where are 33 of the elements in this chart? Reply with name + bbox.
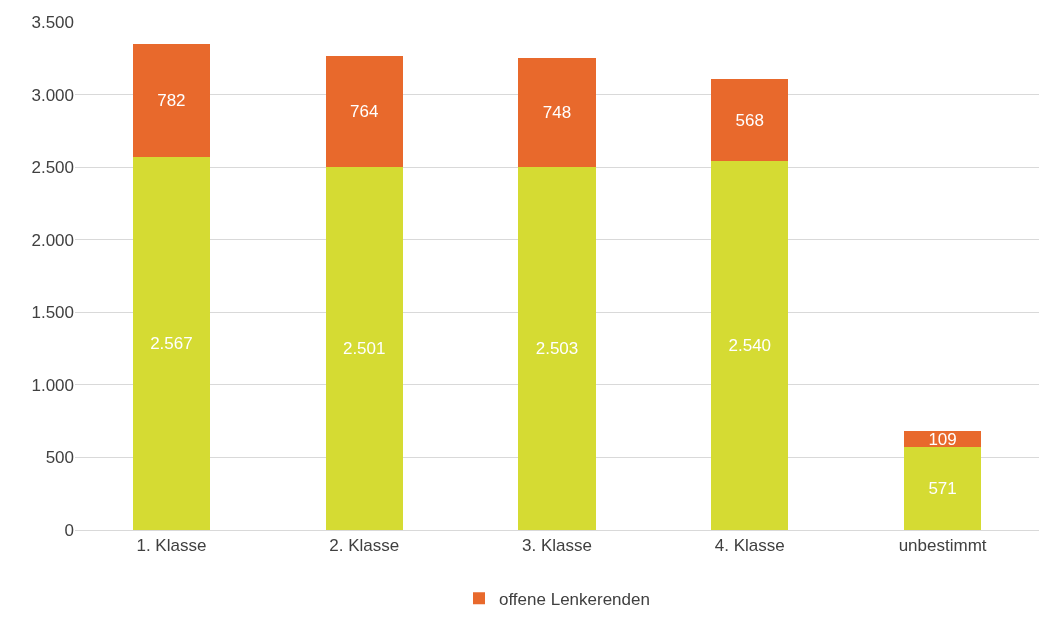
y-tick-label: 3.500 [31,12,74,32]
y-tick-label: 2.500 [31,158,74,178]
data-label: 109 [928,429,957,449]
y-tick-label: 1.500 [31,303,74,323]
bar [518,166,596,530]
legend-label: offene Lenkerenden [499,589,650,609]
bar [132,157,210,530]
bar [325,56,403,167]
x-tick-label: unbestimmt [898,536,987,556]
data-label: 2.540 [728,336,772,356]
bar [711,78,789,162]
data-label: 568 [735,110,764,130]
y-tick-label: 0 [64,520,74,540]
bar [904,447,982,530]
x-tick-label: 2. Klasse [329,536,400,556]
y-tick-label: 1.000 [31,375,74,395]
x-tick-label: 1. Klasse [136,536,207,556]
bar [518,58,596,167]
data-label: 2.503 [535,338,579,358]
bar [711,161,789,530]
bar [325,167,403,530]
bar [132,43,210,158]
y-tick-label: 500 [45,448,74,468]
x-tick-label: 3. Klasse [522,536,592,556]
data-label: 2.501 [342,339,386,358]
y-tick-label: 3.000 [31,85,74,105]
y-tick-label: 2.000 [31,230,74,250]
data-label: 748 [542,102,572,122]
data-label: 764 [350,102,379,122]
x-tick-label: 4. Klasse [714,536,785,556]
data-label: 2.567 [150,334,193,354]
data-label: 782 [157,91,186,111]
data-label: 571 [928,479,957,499]
